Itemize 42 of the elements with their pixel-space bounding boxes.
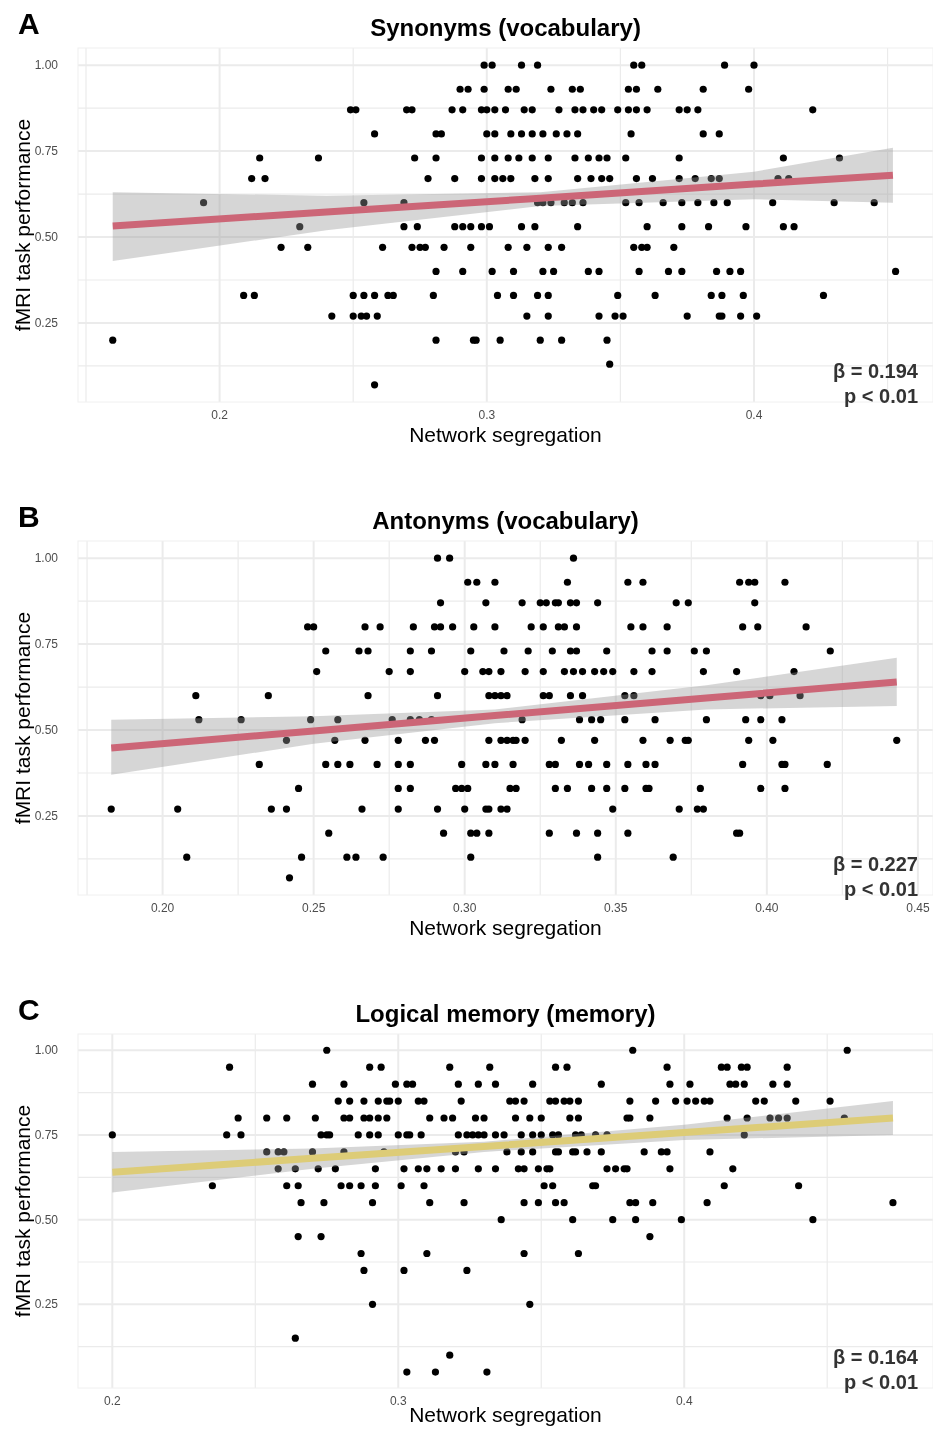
chart-title: Logical memory (memory) xyxy=(355,1000,656,1027)
text: B xyxy=(18,500,40,533)
annotation: β = 0.194 xyxy=(832,360,919,382)
x-tick-label: 0.3 xyxy=(389,1394,407,1408)
annotation: p < 0.01 xyxy=(844,385,918,407)
y-tick-label: 0.50 xyxy=(34,723,59,738)
annotation: p < 0.01 xyxy=(844,1371,918,1393)
x-tick-label: 0.40 xyxy=(755,901,779,915)
x-tick-label: 0.25 xyxy=(301,901,326,915)
x-tick-label: 0.2 xyxy=(211,408,229,422)
y-tick-label: 0.75 xyxy=(34,637,59,652)
y-axis-title: fMRI task performance xyxy=(11,611,34,825)
y-tick-label: 1.00 xyxy=(34,1043,59,1058)
y-axis-title: fMRI task performance xyxy=(11,118,34,332)
y-tick-label: 0.25 xyxy=(34,315,59,330)
chart-title: Synonyms (vocabulary) xyxy=(370,14,641,41)
y-tick-label: 0.75 xyxy=(34,1127,59,1142)
y-tick-label: 0.50 xyxy=(34,230,59,245)
y-tick-label: 1.00 xyxy=(34,551,59,566)
x-tick-label: 0.35 xyxy=(604,901,628,915)
annotation: p < 0.01 xyxy=(844,878,918,900)
text: A xyxy=(18,7,40,40)
x-tick-label: 0.4 xyxy=(745,408,763,422)
x-tick-label: 0.3 xyxy=(478,408,496,422)
x-axis-title: Network segregation xyxy=(409,423,602,446)
x-axis-title: Network segregation xyxy=(409,916,602,939)
annotation: β = 0.227 xyxy=(832,853,918,875)
y-axis-title: fMRI task performance xyxy=(11,1104,34,1318)
y-tick-label: 0.25 xyxy=(34,1297,59,1312)
x-tick-label: 0.4 xyxy=(675,1394,693,1408)
x-axis-title: Network segregation xyxy=(409,1403,602,1426)
annotation: β = 0.164 xyxy=(832,1346,919,1368)
y-tick-label: 1.00 xyxy=(34,58,59,73)
y-tick-label: 0.75 xyxy=(34,144,59,159)
y-tick-label: 0.50 xyxy=(34,1212,59,1227)
x-tick-label: 0.30 xyxy=(453,901,477,915)
y-tick-label: 0.25 xyxy=(34,808,59,823)
text: C xyxy=(18,993,40,1026)
x-tick-label: 0.2 xyxy=(103,1394,121,1408)
x-tick-label: 0.20 xyxy=(150,901,175,915)
x-tick-label: 0.45 xyxy=(906,901,930,915)
chart-title: Antonyms (vocabulary) xyxy=(372,507,639,534)
